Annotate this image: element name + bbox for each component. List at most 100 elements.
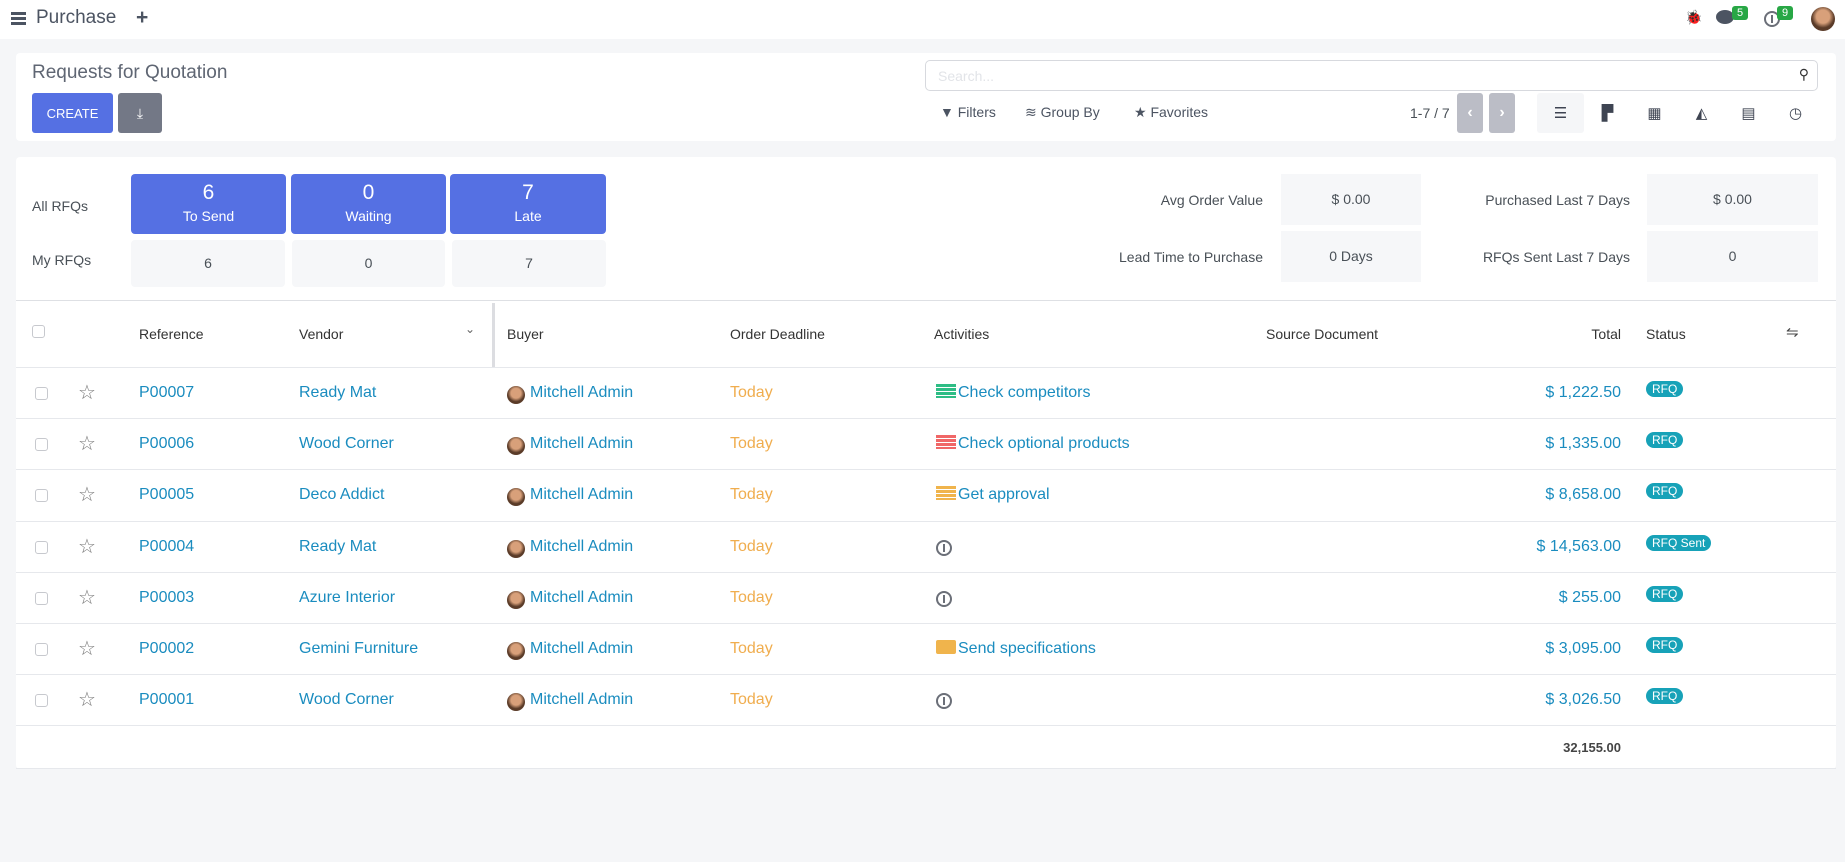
table-row[interactable]: ☆ P00006 Wood Corner Mitchell Admin Toda… bbox=[16, 418, 1836, 469]
chat-icon[interactable] bbox=[1716, 10, 1734, 24]
my-to-send[interactable]: 6 bbox=[131, 240, 285, 287]
row-checkbox[interactable] bbox=[35, 540, 48, 554]
reference[interactable]: P00006 bbox=[139, 435, 195, 453]
header-reference[interactable]: Reference bbox=[139, 326, 204, 342]
buyer-avatar bbox=[507, 642, 525, 660]
table-row[interactable]: ☆ P00005 Deco Addict Mitchell Admin Toda… bbox=[16, 469, 1836, 520]
header-order-deadline[interactable]: Order Deadline bbox=[730, 326, 825, 342]
user-avatar[interactable] bbox=[1811, 7, 1835, 31]
my-late[interactable]: 7 bbox=[452, 240, 606, 287]
buyer[interactable]: Mitchell Admin bbox=[530, 384, 634, 401]
buyer-avatar bbox=[507, 437, 525, 456]
vendor[interactable]: Deco Addict bbox=[299, 486, 385, 504]
buyer[interactable]: Mitchell Admin bbox=[530, 486, 634, 504]
favorites-button[interactable]: ★ Favorites bbox=[1134, 104, 1208, 121]
lead-time-value: 0 Days bbox=[1281, 231, 1421, 282]
activity-cell[interactable]: Get approval bbox=[936, 486, 1050, 504]
row-checkbox[interactable] bbox=[35, 694, 48, 708]
list-icon: ☰ bbox=[1553, 105, 1568, 122]
graph-view-button[interactable]: ◭ bbox=[1678, 93, 1725, 133]
kanban-view-button[interactable]: ▛ bbox=[1584, 93, 1631, 133]
clock-icon[interactable] bbox=[936, 693, 952, 710]
header-buyer[interactable]: Buyer bbox=[507, 326, 544, 342]
reference[interactable]: P00003 bbox=[139, 588, 195, 606]
activity-summary[interactable]: Check competitors bbox=[958, 384, 1091, 401]
vendor[interactable]: Wood Corner bbox=[299, 691, 394, 709]
table-row[interactable]: ☆ P00004 Ready Mat Mitchell Admin Today … bbox=[16, 520, 1836, 572]
buyer[interactable]: Mitchell Admin bbox=[530, 691, 634, 709]
activity-summary[interactable]: Get approval bbox=[958, 486, 1050, 504]
filters-button[interactable]: ▼ Filters bbox=[940, 104, 996, 120]
row-checkbox[interactable] bbox=[35, 591, 48, 605]
vendor[interactable]: Ready Mat bbox=[299, 384, 377, 401]
pivot-view-button[interactable]: ▦ bbox=[1631, 93, 1678, 133]
buyer[interactable]: Mitchell Admin bbox=[530, 537, 634, 555]
header-source-document[interactable]: Source Document bbox=[1266, 326, 1379, 342]
header-activities[interactable]: Activities bbox=[934, 326, 990, 342]
vendor[interactable]: Wood Corner bbox=[299, 435, 394, 453]
download-button[interactable]: ⤓ bbox=[118, 93, 162, 133]
pager-value[interactable]: 1-7 / 7 bbox=[1410, 105, 1450, 121]
list-view-button[interactable]: ☰ bbox=[1537, 93, 1584, 133]
vendor[interactable]: Ready Mat bbox=[299, 537, 377, 555]
activity-cell[interactable]: Check optional products bbox=[936, 435, 1130, 453]
pager-next-button[interactable]: › bbox=[1489, 93, 1515, 133]
activity-summary[interactable]: Send specifications bbox=[958, 640, 1096, 657]
select-all-checkbox[interactable] bbox=[32, 325, 45, 338]
star-icon[interactable]: ☆ bbox=[78, 535, 96, 558]
star-icon[interactable]: ☆ bbox=[78, 689, 96, 712]
activity-cell[interactable]: Send specifications bbox=[936, 640, 1096, 658]
reference[interactable]: P00001 bbox=[139, 691, 195, 709]
plus-icon[interactable]: + bbox=[136, 6, 149, 29]
search-icon[interactable]: ⚲ bbox=[1798, 66, 1809, 82]
row-checkbox[interactable] bbox=[35, 438, 48, 452]
group-by-button[interactable]: ≋ Group By bbox=[1025, 104, 1100, 121]
activity-view-button[interactable]: ◷ bbox=[1772, 93, 1819, 133]
search-input[interactable] bbox=[938, 61, 1778, 90]
buyer[interactable]: Mitchell Admin bbox=[530, 435, 634, 453]
vendor[interactable]: Gemini Furniture bbox=[299, 640, 419, 657]
pager-previous-button[interactable]: ‹ bbox=[1457, 93, 1483, 133]
header-total[interactable]: Total bbox=[1591, 326, 1621, 342]
header-status[interactable]: Status bbox=[1646, 326, 1686, 342]
row-checkbox[interactable] bbox=[35, 387, 48, 400]
buyer[interactable]: Mitchell Admin bbox=[530, 640, 634, 657]
layers-icon: ≋ bbox=[1025, 104, 1037, 120]
row-checkbox[interactable] bbox=[35, 489, 48, 503]
column-resize-handle[interactable] bbox=[492, 303, 495, 367]
header-vendor[interactable]: Vendor bbox=[299, 326, 344, 342]
row-checkbox[interactable] bbox=[35, 643, 48, 656]
buyer[interactable]: Mitchell Admin bbox=[530, 588, 634, 606]
reference[interactable]: P00007 bbox=[139, 384, 195, 401]
vendor[interactable]: Azure Interior bbox=[299, 588, 396, 606]
activity-cell[interactable]: Check competitors bbox=[936, 384, 1091, 402]
activity-summary[interactable]: Check optional products bbox=[958, 435, 1130, 453]
create-button[interactable]: CREATE bbox=[32, 93, 113, 133]
clock-icon[interactable] bbox=[936, 539, 952, 556]
tile-count: 7 bbox=[522, 181, 534, 204]
my-waiting[interactable]: 0 bbox=[292, 240, 445, 287]
status-badge: RFQ Sent bbox=[1646, 534, 1712, 551]
tile-to-send[interactable]: 6 To Send bbox=[131, 174, 286, 234]
clock-icon[interactable] bbox=[936, 590, 952, 607]
table-row[interactable]: ☆ P00003 Azure Interior Mitchell Admin T… bbox=[16, 571, 1836, 623]
hamburger-menu-icon[interactable] bbox=[11, 12, 26, 25]
table-row[interactable]: ☆ P00002 Gemini Furniture Mitchell Admin… bbox=[16, 623, 1836, 674]
optional-columns-icon[interactable]: ⇋ bbox=[1786, 324, 1799, 341]
table-row[interactable]: ☆ P00001 Wood Corner Mitchell Admin Toda… bbox=[16, 674, 1836, 725]
reference[interactable]: P00005 bbox=[139, 486, 195, 504]
table-row[interactable]: ☆ P00007 Ready Mat Mitchell Admin Today … bbox=[16, 367, 1836, 418]
star-icon[interactable]: ☆ bbox=[78, 638, 96, 660]
chevron-down-icon[interactable]: ⌄ bbox=[465, 322, 476, 336]
calendar-view-button[interactable]: ▤ bbox=[1725, 93, 1772, 133]
todo-icon bbox=[936, 384, 956, 398]
star-icon[interactable]: ☆ bbox=[78, 433, 96, 456]
tile-waiting[interactable]: 0 Waiting bbox=[291, 174, 446, 234]
reference[interactable]: P00002 bbox=[139, 640, 195, 657]
reference[interactable]: P00004 bbox=[139, 537, 195, 555]
star-icon[interactable]: ☆ bbox=[78, 382, 96, 404]
star-icon[interactable]: ☆ bbox=[78, 586, 96, 609]
star-icon[interactable]: ☆ bbox=[78, 484, 96, 507]
bug-icon[interactable]: 🐞 bbox=[1685, 9, 1703, 25]
tile-late[interactable]: 7 Late bbox=[450, 174, 606, 234]
